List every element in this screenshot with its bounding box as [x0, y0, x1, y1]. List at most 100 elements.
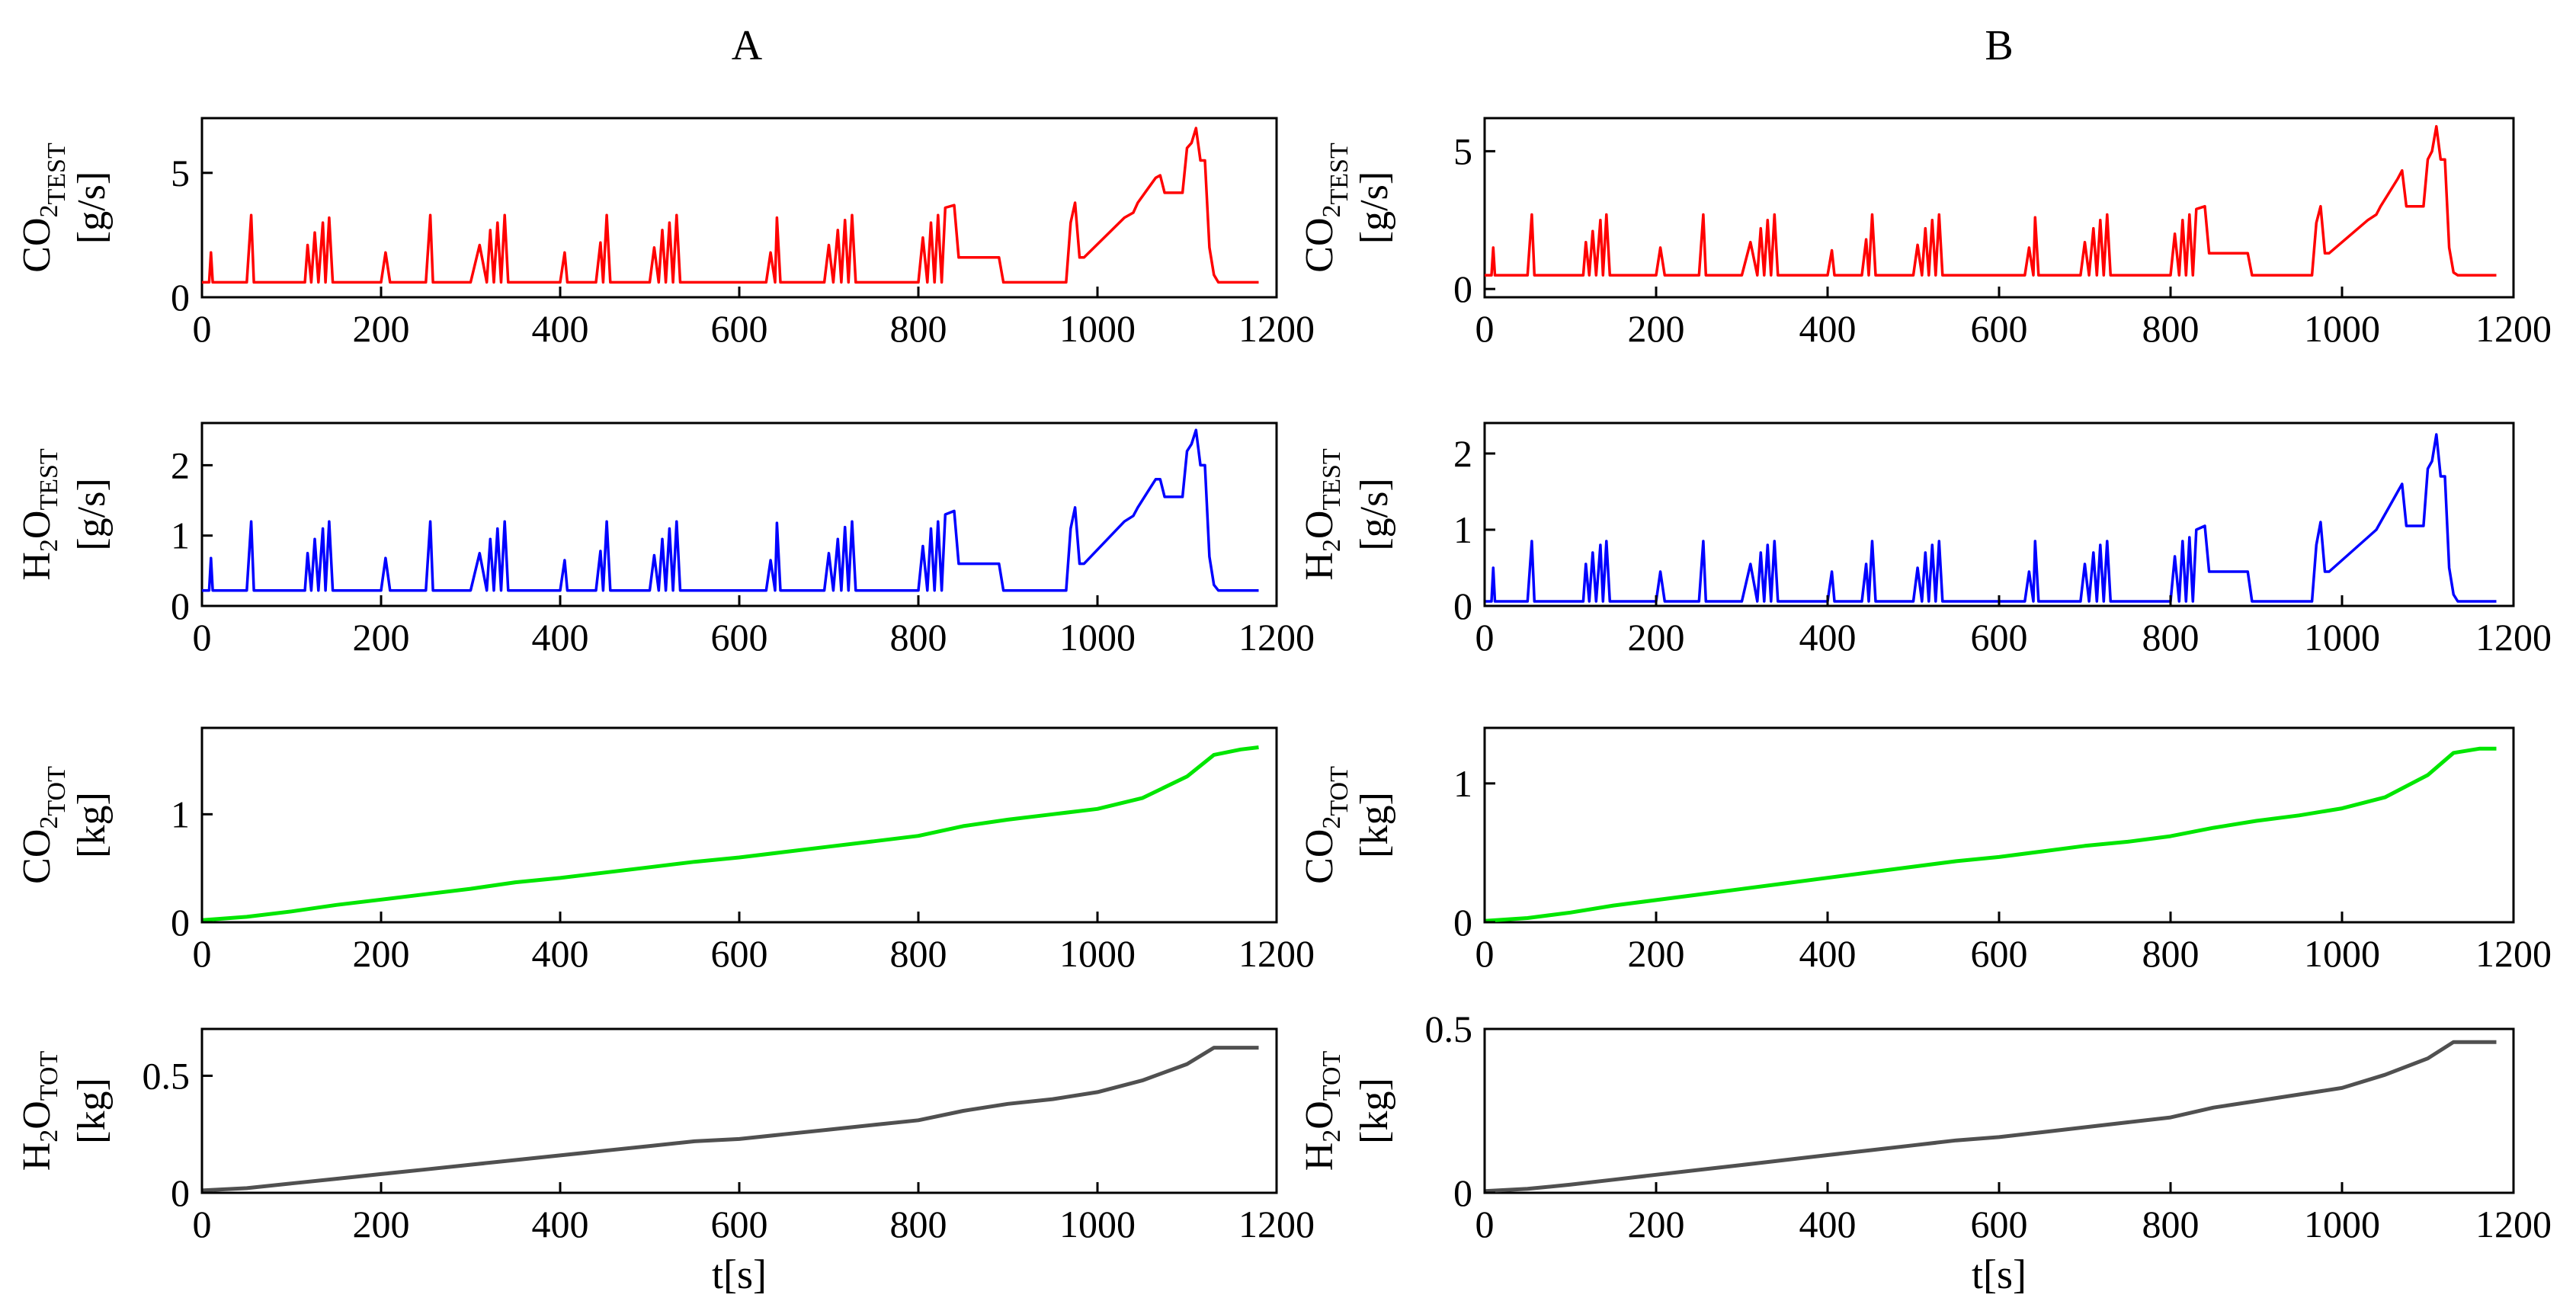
series-line-B-h2otest: [1485, 433, 2497, 603]
x-tick-label: 600: [711, 616, 768, 659]
x-tick-label: 600: [711, 1203, 768, 1245]
x-tick-label: 0: [193, 1203, 212, 1245]
x-tick-label: 200: [1628, 616, 1685, 659]
y-axis-label-main: CO: [15, 829, 59, 884]
x-tick-label: 600: [1971, 307, 2028, 350]
y-tick-label: 0: [171, 585, 190, 627]
x-tick-label: 1000: [1059, 1203, 1136, 1245]
y-axis-label-mid: O: [1298, 511, 1341, 540]
y-axis-label: CO2TOT: [1298, 766, 1354, 884]
y-tick-label: 5: [171, 152, 190, 194]
x-tick-label: 1200: [1238, 1203, 1315, 1245]
y-axis-label: H2OTEST: [1298, 448, 1346, 581]
y-axis-label-main: CO: [1298, 829, 1341, 884]
x-tick-label: 400: [1799, 932, 1857, 975]
column-title-b: B: [1985, 22, 2013, 69]
x-tick-label: 0: [1475, 1203, 1495, 1245]
x-tick-label: 400: [532, 307, 589, 350]
x-tick-label: 1200: [1238, 932, 1315, 975]
y-axis-unit: [g/s]: [1353, 478, 1396, 550]
x-tick-label: 0: [1475, 932, 1495, 975]
plot-frame: [1483, 117, 2515, 299]
x-tick-label: 200: [353, 307, 410, 350]
series-line-A-h2otest: [202, 428, 1259, 592]
y-axis-label: CO2TEST: [15, 143, 71, 273]
x-tick-label: 400: [532, 932, 589, 975]
y-tick-label: 0: [1453, 585, 1472, 627]
x-tick-label: 1000: [1059, 932, 1136, 975]
plot-frame: [1483, 726, 2515, 924]
y-axis-label: CO2TEST: [1298, 143, 1354, 273]
x-tick-label: 0: [193, 932, 212, 975]
x-tick-label: 1000: [1059, 616, 1136, 659]
x-tick-label: 400: [1799, 1203, 1857, 1245]
series-line-B-co2test: [1485, 125, 2497, 277]
y-axis-unit: [g/s]: [70, 478, 114, 550]
y-axis-label-main: CO: [1298, 217, 1341, 272]
y-axis-label: H2OTOT: [15, 1050, 63, 1171]
x-tick-label: 800: [890, 932, 947, 975]
y-axis-label-main: H: [15, 1143, 59, 1171]
series-line-B-co2tot: [1485, 746, 2497, 922]
x-tick-label: 800: [2142, 1203, 2200, 1245]
y-tick-label: 1: [171, 793, 190, 835]
plot-frame: [1483, 421, 2515, 607]
x-tick-label: 1200: [2475, 307, 2552, 350]
y-axis-label-sub1: 2: [1318, 539, 1346, 552]
y-axis-label-sub2: TEST: [1325, 143, 1354, 204]
y-axis-label-sub2: TOT: [43, 766, 71, 816]
y-tick-label: 0: [1453, 901, 1472, 944]
x-tick-label: 800: [890, 1203, 947, 1245]
y-tick-label: 1: [1453, 762, 1472, 805]
y-tick-label: 5: [1453, 130, 1472, 172]
x-tick-label: 0: [1475, 307, 1495, 350]
x-tick-label: 1000: [1059, 307, 1136, 350]
x-tick-label: 600: [711, 932, 768, 975]
plot-frame: [1483, 1027, 2515, 1194]
y-axis-label-main: H: [1298, 1143, 1341, 1171]
y-axis-label-mid: O: [1298, 1101, 1341, 1130]
y-axis-label-main: H: [15, 552, 59, 581]
x-tick-label: 200: [1628, 1203, 1685, 1245]
x-tick-label: 1200: [2475, 1203, 2552, 1245]
y-tick-label: 2: [171, 444, 190, 486]
x-tick-label: 1200: [1238, 307, 1315, 350]
x-tick-label: 200: [1628, 307, 1685, 350]
x-tick-label: 600: [711, 307, 768, 350]
y-axis-label-sub1: 2: [35, 204, 63, 217]
y-tick-label: 1: [171, 514, 190, 557]
x-tick-label: 400: [532, 616, 589, 659]
plot-frame: [200, 117, 1278, 299]
x-tick-label: 1000: [2304, 932, 2380, 975]
chart-B-co2test: 0 200 400 600 800 1000 1200 0 5 CO2TEST [g/s]: [1298, 117, 2552, 350]
y-axis-unit: [kg]: [1353, 1078, 1396, 1144]
x-tick-label: 1000: [2304, 307, 2380, 350]
y-tick-label: 0: [171, 276, 190, 319]
x-axis-label: t[s]: [712, 1252, 767, 1297]
y-axis-label-sub1: 2: [1318, 1130, 1346, 1143]
series-line-A-co2tot: [202, 745, 1259, 922]
series-line-A-co2test: [202, 127, 1259, 284]
chart-B-co2tot: 0 200 400 600 800 1000 1200 0 1 CO2TOT[kg]: [1298, 726, 2552, 975]
y-tick-label: 1: [1453, 508, 1472, 551]
chart-A-h2otot: 0 200 400 600 800 1000 1200 0 0.5 H2OTOT[kg] t[s]: [15, 1027, 1315, 1297]
x-tick-label: 1000: [2304, 616, 2380, 659]
x-tick-label: 400: [1799, 616, 1857, 659]
x-tick-label: 800: [2142, 307, 2200, 350]
x-tick-label: 1200: [2475, 932, 2552, 975]
y-axis-label: H2OTOT: [1298, 1050, 1346, 1171]
y-axis-label-mid: O: [15, 511, 59, 540]
x-tick-label: 1200: [2475, 616, 2552, 659]
x-tick-label: 600: [1971, 616, 2028, 659]
x-tick-label: 0: [1475, 616, 1495, 659]
x-tick-label: 200: [353, 616, 410, 659]
y-tick-label: 0: [171, 901, 190, 944]
y-axis-label-sub2: TEST: [43, 143, 71, 204]
y-tick-label: 0.5: [1425, 1008, 1473, 1050]
chart-A-co2tot: 0 200 400 600 800 1000 1200 0 1 CO2TOT[kg]: [15, 726, 1315, 975]
y-axis-label-sub1: 2: [1318, 816, 1346, 829]
x-axis-label: t[s]: [1972, 1252, 2027, 1297]
y-tick-label: 2: [1453, 432, 1472, 475]
